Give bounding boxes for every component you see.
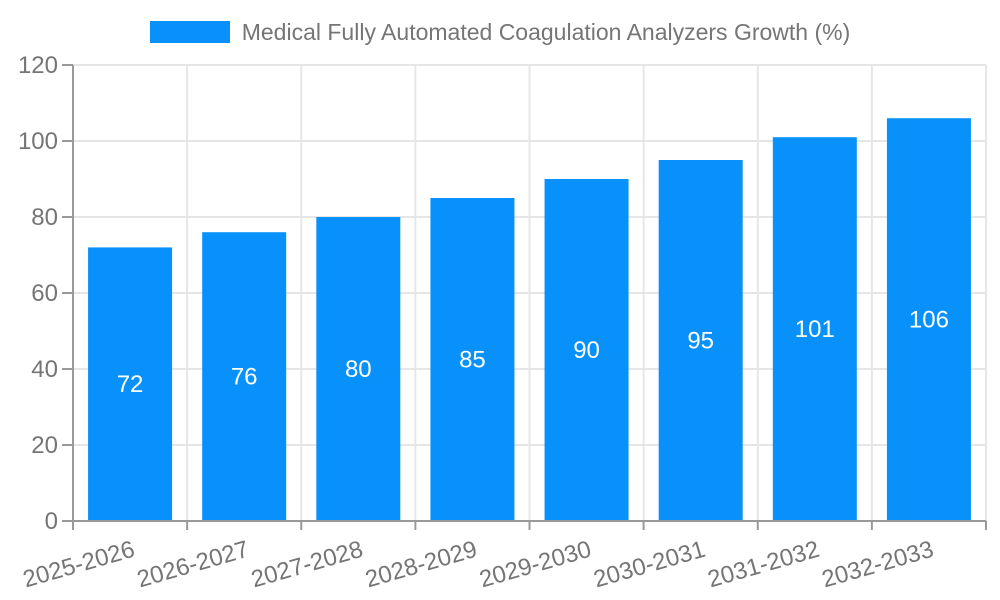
bar-value-label: 85: [459, 347, 486, 374]
legend-label: Medical Fully Automated Coagulation Anal…: [241, 19, 851, 45]
bar-2025-2026[interactable]: [88, 247, 173, 521]
bar-value-label: 101: [795, 316, 835, 343]
bars-group: 72 76 80 85 90 95 101 106: [88, 118, 971, 521]
x-tick-label: 2030-2031: [591, 536, 709, 594]
y-tick-label: 40: [31, 356, 58, 383]
bar-value-label: 106: [909, 307, 949, 334]
legend-swatch: [149, 21, 230, 43]
bar-2028-2029[interactable]: [430, 198, 515, 521]
bar-2026-2027[interactable]: [202, 232, 287, 521]
x-tick-label: 2032-2033: [819, 536, 937, 594]
bar-value-label: 90: [573, 337, 600, 364]
y-tick-label: 60: [31, 280, 58, 307]
y-tick-label: 120: [18, 52, 58, 79]
x-tick-label: 2027-2028: [248, 536, 366, 594]
bar-value-label: 76: [231, 364, 258, 391]
bar-2027-2028[interactable]: [316, 217, 401, 521]
x-tick-label: 2025-2026: [20, 536, 138, 594]
bar-value-label: 80: [345, 356, 372, 383]
x-tick-label: 2029-2030: [476, 536, 594, 594]
y-axis-labels: 0 20 40 60 80 100 120: [18, 52, 58, 535]
x-tick-label: 2028-2029: [362, 536, 480, 594]
x-axis-labels: 2025-20262026-20272027-20282028-20292029…: [20, 536, 937, 594]
bar-2030-2031[interactable]: [658, 160, 743, 521]
bar-2031-2032[interactable]: [772, 137, 857, 521]
x-tick-label: 2026-2027: [134, 536, 252, 594]
bar-value-label: 72: [117, 371, 144, 398]
x-tick-label: 2031-2032: [705, 536, 823, 594]
y-tick-label: 20: [31, 432, 58, 459]
tick-marks: [62, 64, 987, 530]
y-tick-label: 80: [31, 204, 58, 231]
y-tick-label: 0: [45, 508, 58, 535]
y-tick-label: 100: [18, 128, 58, 155]
bar-2032-2033[interactable]: [886, 118, 971, 521]
legend-item[interactable]: Medical Fully Automated Coagulation Anal…: [0, 18, 1000, 46]
bar-value-label: 95: [687, 328, 714, 355]
bar-2029-2030[interactable]: [544, 179, 629, 521]
